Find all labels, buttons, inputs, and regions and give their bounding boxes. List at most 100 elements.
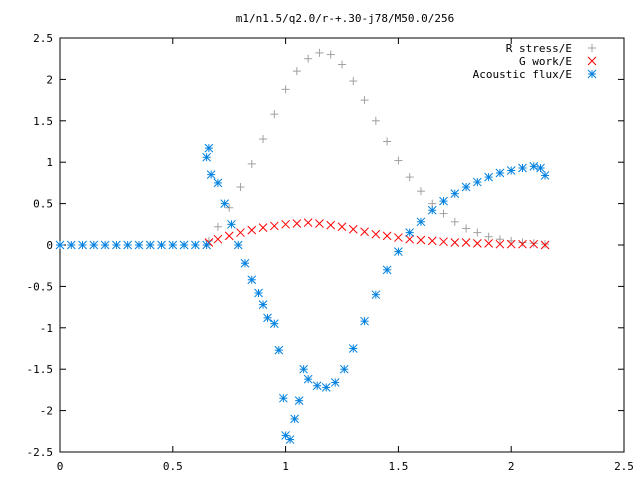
data-point [258,300,268,309]
legend-marker [587,69,597,79]
data-point [427,205,437,215]
data-point [213,178,223,188]
data-point [304,54,313,63]
data-point [541,240,550,249]
data-point [224,231,234,241]
data-point [220,199,230,208]
data-point [290,414,299,424]
data-point [506,239,516,249]
data-point [213,222,222,231]
y-tick-label: 1 [46,156,53,169]
data-point [461,182,471,192]
data-point [540,171,550,180]
data-point [495,239,505,249]
x-tick-label: 2.5 [614,460,634,473]
data-point [529,161,539,171]
data-point [292,67,301,76]
plot-area [55,48,550,444]
data-point [285,435,295,444]
data-point [495,168,505,178]
data-point [495,235,504,244]
legend-label: Acoustic flux/E [473,68,572,81]
data-point [382,231,392,241]
data-point [450,189,460,199]
y-tick-label: 0 [46,239,53,252]
data-point [394,156,403,165]
data-point [529,239,538,248]
data-point [540,240,550,250]
data-point [312,381,322,391]
data-point [394,247,403,256]
data-point [191,240,200,250]
data-point [348,224,358,234]
data-point [233,240,243,250]
data-point [66,240,76,250]
data-point [450,238,460,247]
data-point [439,237,448,247]
data-point [254,288,263,298]
data-point [439,209,448,218]
data-point [263,313,272,323]
data-point [202,152,211,162]
data-point [338,60,346,69]
data-point [321,383,331,392]
data-point [78,240,87,250]
data-point [269,319,279,329]
data-point [270,110,279,119]
data-point [416,235,426,245]
data-point [134,240,144,250]
data-point [236,183,245,192]
data-point [168,240,178,250]
data-point [394,233,403,242]
data-point [536,163,545,173]
y-axis: 2.5 2 1.5 1 0.5 0 -0.5 -1 -1.5 -2 -2.5 [27,32,624,459]
data-point [259,135,268,144]
data-point [382,265,392,275]
x-tick-label: 0 [57,460,64,473]
data-point [461,238,471,247]
data-point [371,229,381,239]
data-point [326,220,336,230]
data-point [360,96,369,105]
data-point [206,170,216,179]
data-point [112,240,121,250]
data-point [360,227,369,237]
legend-marker [587,56,597,66]
x-tick-label: 2 [508,460,515,473]
data-point [204,143,214,153]
plot-frame [59,37,625,453]
data-point [484,232,493,241]
data-point [89,240,99,250]
data-point [439,196,448,206]
data-point [484,172,493,182]
data-point [123,240,133,250]
data-point [518,163,527,173]
data-point [236,228,245,237]
y-tick-label: 0.5 [33,198,53,211]
x-tick-label: 1 [282,460,289,473]
data-point [349,77,358,86]
data-point [281,85,290,94]
data-point [303,374,313,384]
data-point [145,240,155,250]
data-point [371,290,381,300]
data-point [204,236,213,245]
data-point [258,223,268,232]
data-point [179,240,189,250]
x-tick-label: 1.5 [388,460,408,473]
data-point [227,219,236,229]
data-point [315,48,324,57]
data-point [292,219,302,228]
y-tick-label: 1.5 [33,115,53,128]
y-tick-label: -2.5 [27,446,54,459]
data-point [274,345,284,355]
data-point [303,218,313,227]
data-point [247,225,257,235]
data-point [330,378,340,387]
x-axis: 0 0.5 1 1.5 2 2.5 [57,38,634,473]
data-point [157,240,166,250]
data-point [371,116,380,125]
data-point [473,238,482,248]
